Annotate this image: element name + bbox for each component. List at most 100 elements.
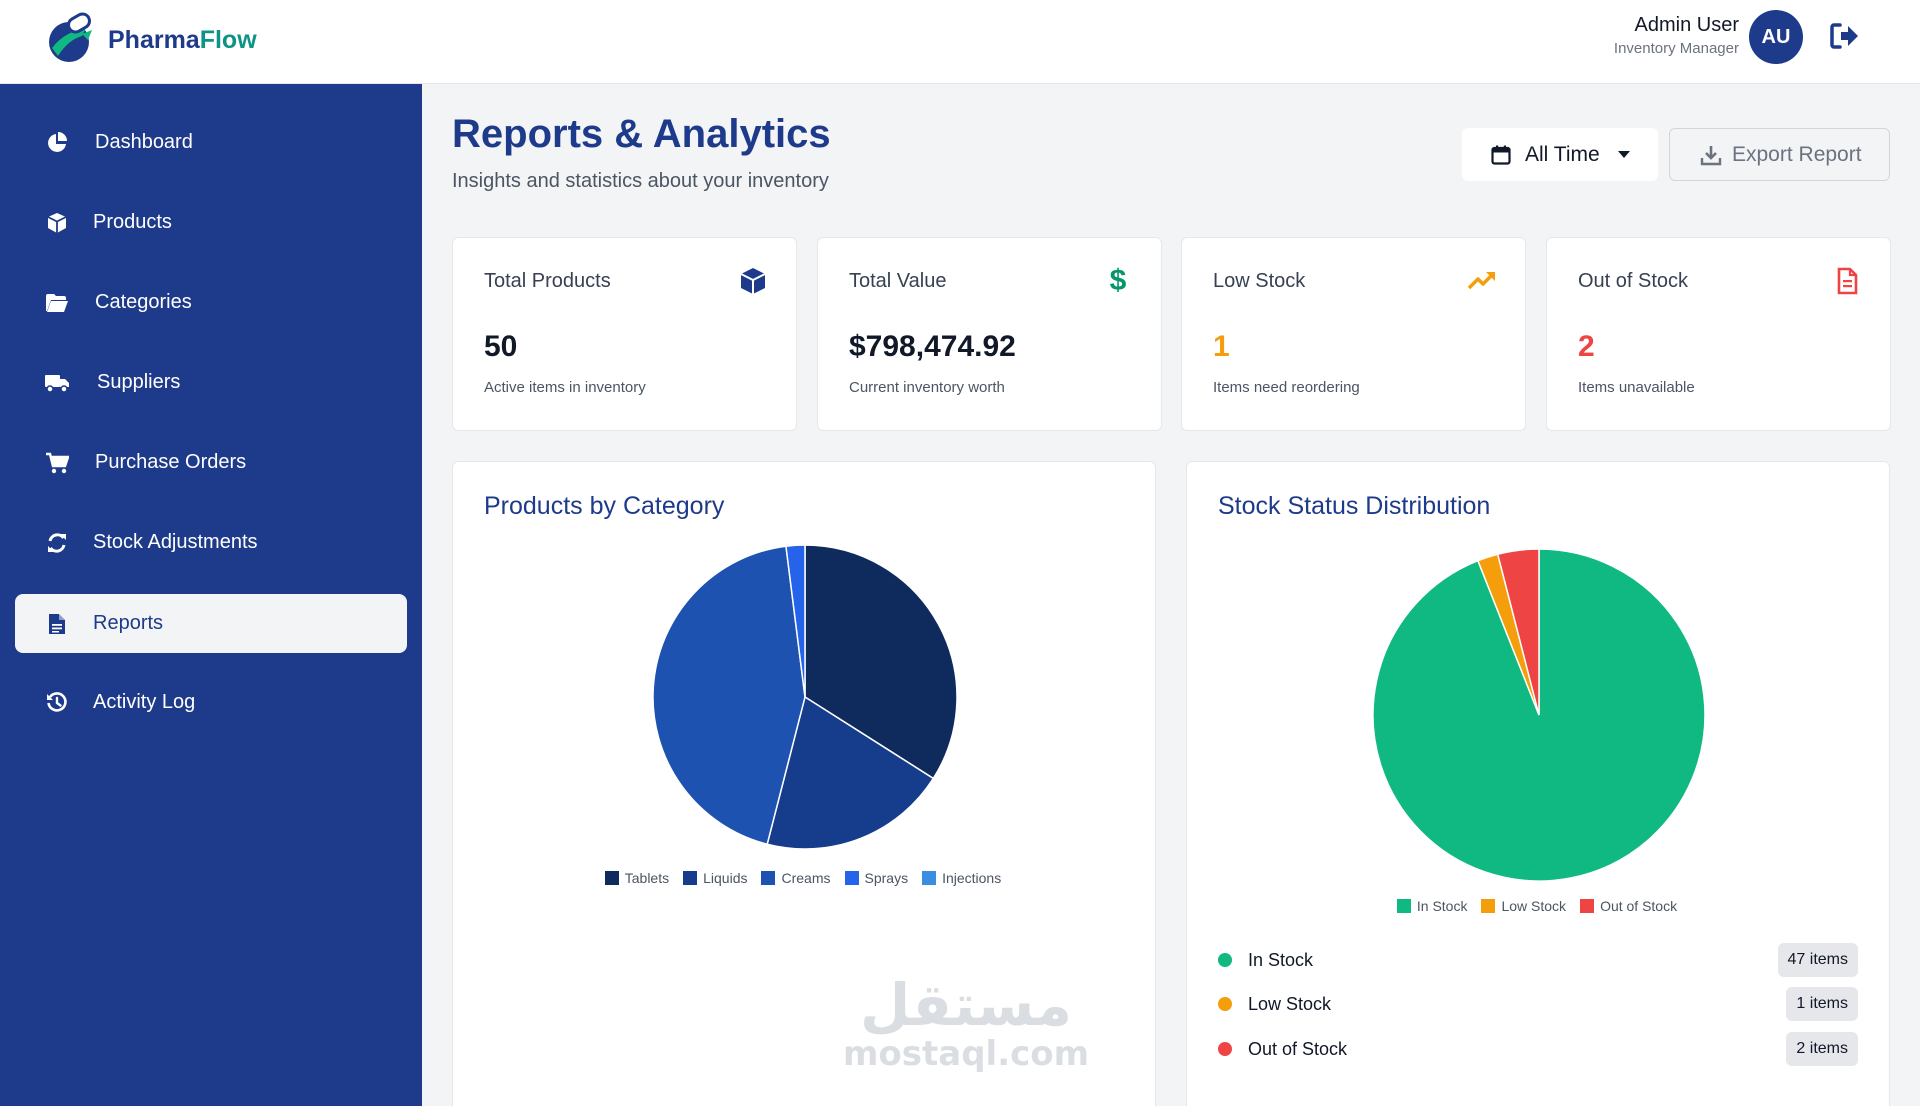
watermark: مستقل mostaql.com	[843, 975, 1089, 1073]
pie-slice-out-of-stock[interactable]	[1496, 548, 1540, 716]
status-label: In Stock	[1248, 949, 1314, 970]
sidebar-item-products[interactable]: Products	[15, 193, 407, 252]
stat-card-out-of-stock: Out of Stock 2 Items unavailable	[1546, 237, 1891, 431]
user-name: Admin User	[1634, 14, 1739, 36]
sidebar-item-label: Suppliers	[97, 371, 181, 393]
legend-label: Liquids	[703, 870, 748, 886]
file-text-icon	[43, 610, 71, 638]
box-icon	[740, 268, 766, 294]
legend-item[interactable]: Creams	[761, 870, 831, 886]
status-label: Out of Stock	[1248, 1038, 1348, 1059]
sidebar-item-categories[interactable]: Categories	[15, 273, 407, 332]
chart-title: Stock Status Distribution	[1218, 492, 1491, 520]
status-dot	[1218, 953, 1232, 967]
user-info: Admin User Inventory Manager	[1614, 14, 1739, 57]
sidebar-item-label: Dashboard	[95, 131, 193, 153]
sidebar-item-label: Reports	[93, 612, 164, 634]
pie-slice-liquids[interactable]	[766, 695, 935, 850]
brand-name-part1: Pharma	[108, 25, 200, 54]
legend-label: Creams	[781, 870, 831, 886]
stat-description: Current inventory worth	[849, 379, 1005, 396]
sidebar-item-activity-log[interactable]: Activity Log	[15, 673, 407, 732]
folder-open-icon	[43, 289, 71, 317]
legend-label: In Stock	[1416, 898, 1468, 914]
legend-swatch	[1396, 899, 1411, 913]
stat-description: Items unavailable	[1578, 379, 1695, 396]
legend-label: Sprays	[864, 870, 909, 886]
truck-icon	[43, 369, 71, 397]
sidebar-item-reports[interactable]: Reports	[15, 594, 407, 653]
category-pie-chart	[652, 544, 958, 850]
history-icon	[43, 689, 71, 717]
stock-status-pie-chart	[1372, 548, 1706, 882]
pill-logo-icon	[49, 12, 92, 62]
stat-value: 50	[484, 330, 518, 363]
pie-slice-tablets[interactable]	[804, 544, 958, 780]
time-filter-dropdown[interactable]: All Time	[1462, 128, 1658, 181]
legend-item[interactable]: Out of Stock	[1580, 898, 1677, 914]
sidebar: Dashboard Products Categories Suppliers …	[0, 84, 422, 1106]
user-role: Inventory Manager	[1613, 40, 1739, 57]
sidebar-item-label: Purchase Orders	[95, 451, 247, 473]
legend-item[interactable]: Sprays	[844, 870, 909, 886]
time-filter-label: All Time	[1525, 142, 1600, 166]
avatar[interactable]: AU	[1749, 10, 1803, 64]
legend-label: Injections	[942, 870, 1002, 886]
pie-slice-sprays[interactable]	[785, 544, 806, 698]
sidebar-item-suppliers[interactable]: Suppliers	[15, 353, 407, 412]
stat-description: Active items in inventory	[484, 379, 646, 396]
legend-item[interactable]: Low Stock	[1481, 898, 1566, 914]
legend-swatch	[683, 871, 698, 885]
sidebar-item-stock-adjustments[interactable]: Stock Adjustments	[15, 513, 407, 572]
legend-item[interactable]: Liquids	[683, 870, 747, 886]
stat-card-total-value: Total Value $ $798,474.92 Current invent…	[817, 237, 1162, 431]
sidebar-item-label: Stock Adjustments	[93, 531, 258, 553]
legend-swatch	[1580, 899, 1595, 913]
category-legend: Tablets Liquids Creams Sprays Injections	[603, 870, 1003, 886]
brand-name: PharmaFlow	[108, 26, 257, 55]
status-badge: 1 items	[1786, 987, 1858, 1021]
sync-icon	[43, 529, 71, 557]
watermark-latin: mostaql.com	[843, 1034, 1090, 1074]
status-row-out-of-stock: Out of Stock 2 items	[1218, 1031, 1858, 1067]
status-row-low-stock: Low Stock 1 items	[1218, 986, 1858, 1022]
chart-card-products-by-category: Products by Category Tablets Liquids Cream…	[452, 461, 1156, 1106]
export-report-button[interactable]: Export Report	[1669, 128, 1890, 181]
legend-item[interactable]: In Stock	[1396, 898, 1468, 914]
box-icon	[43, 209, 71, 237]
sidebar-item-purchase-orders[interactable]: Purchase Orders	[15, 433, 407, 492]
cart-icon	[43, 449, 71, 477]
trend-up-icon	[1467, 272, 1495, 290]
page-title: Reports & Analytics	[452, 112, 831, 156]
legend-item[interactable]: Injections	[922, 870, 1001, 886]
legend-label: Tablets	[624, 870, 670, 886]
stock-status-legend: In Stock Low Stock Out of Stock	[1337, 898, 1737, 914]
sidebar-item-label: Categories	[95, 291, 192, 313]
chart-title: Products by Category	[484, 492, 725, 520]
legend-swatch	[844, 871, 859, 885]
stat-label: Total Products	[484, 270, 611, 292]
pie-slice-creams[interactable]	[652, 545, 806, 846]
stat-value: $798,474.92	[849, 330, 1016, 363]
status-dot	[1218, 997, 1232, 1011]
stat-card-low-stock: Low Stock 1 Items need reordering	[1181, 237, 1526, 431]
chart-card-stock-status: Stock Status Distribution In Stock Low St…	[1186, 461, 1890, 1106]
file-alert-icon	[1837, 267, 1858, 295]
top-bar: PharmaFlow Admin User Inventory Manager …	[0, 0, 1920, 84]
status-label: Low Stock	[1248, 993, 1332, 1014]
download-icon	[1700, 145, 1722, 165]
legend-label: Low Stock	[1501, 898, 1567, 914]
logout-icon[interactable]	[1826, 18, 1862, 54]
legend-swatch	[761, 871, 776, 885]
stat-label: Out of Stock	[1578, 270, 1689, 292]
stat-label: Total Value	[849, 270, 947, 292]
status-badge: 2 items	[1786, 1032, 1858, 1066]
brand[interactable]: PharmaFlow	[42, 12, 257, 68]
stat-label: Low Stock	[1213, 270, 1306, 292]
legend-swatch	[604, 871, 619, 885]
stat-card-total-products: Total Products 50 Active items in invent…	[452, 237, 797, 431]
stat-value: 1	[1213, 330, 1230, 363]
legend-item[interactable]: Tablets	[604, 870, 670, 886]
sidebar-item-dashboard[interactable]: Dashboard	[15, 113, 407, 172]
legend-label: Out of Stock	[1600, 898, 1678, 914]
